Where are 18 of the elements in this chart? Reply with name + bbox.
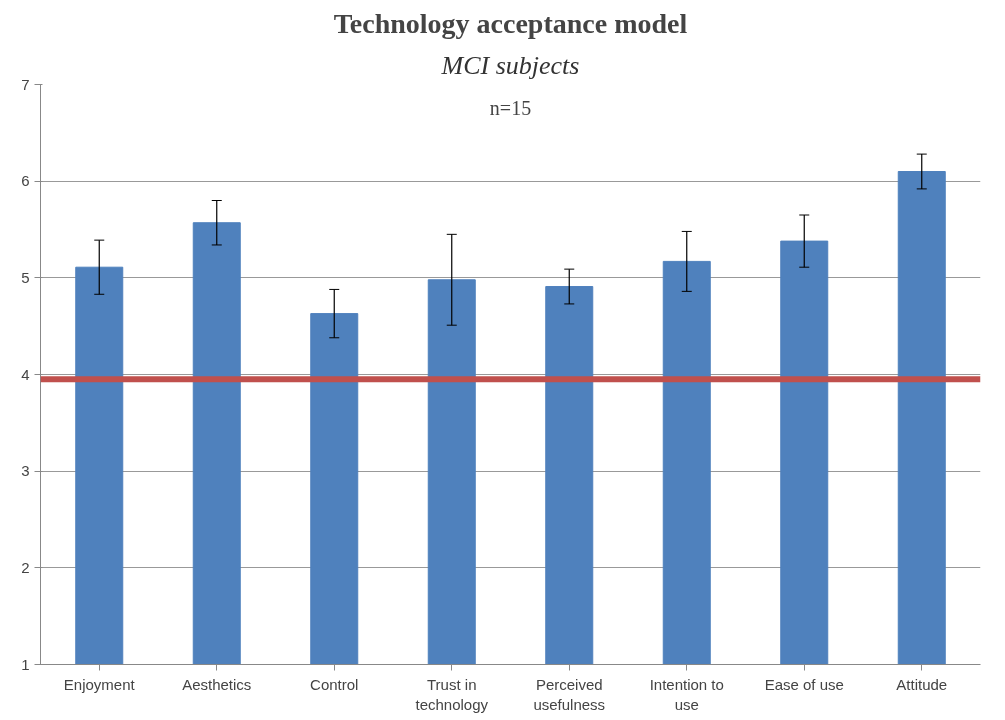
x-tick-label: Attitude — [896, 675, 948, 693]
y-tick-label: 6 — [21, 172, 30, 190]
x-tick-label: Aesthetics — [182, 675, 252, 693]
y-tick-label: 1 — [21, 655, 30, 673]
y-tick-label: 7 — [21, 75, 30, 93]
x-tick-label: Control — [310, 675, 359, 693]
x-tick-label: Enjoyment — [63, 675, 136, 693]
y-tick-label: 2 — [21, 558, 30, 576]
chart-title: Technology acceptance model — [333, 7, 688, 39]
chart-subtitle: MCI subjects — [440, 50, 580, 80]
x-tick-label: Ease of use — [764, 675, 844, 693]
y-tick-label: 5 — [21, 268, 30, 286]
x-tick-label: Perceived usefulness — [533, 675, 606, 713]
annotation: n=15 — [489, 97, 532, 120]
y-tick-label: 4 — [21, 365, 30, 383]
x-tick-label: Trust in technology — [415, 675, 489, 713]
y-tick-label: 3 — [21, 462, 30, 480]
x-tick-label: Intention to use — [649, 675, 724, 713]
